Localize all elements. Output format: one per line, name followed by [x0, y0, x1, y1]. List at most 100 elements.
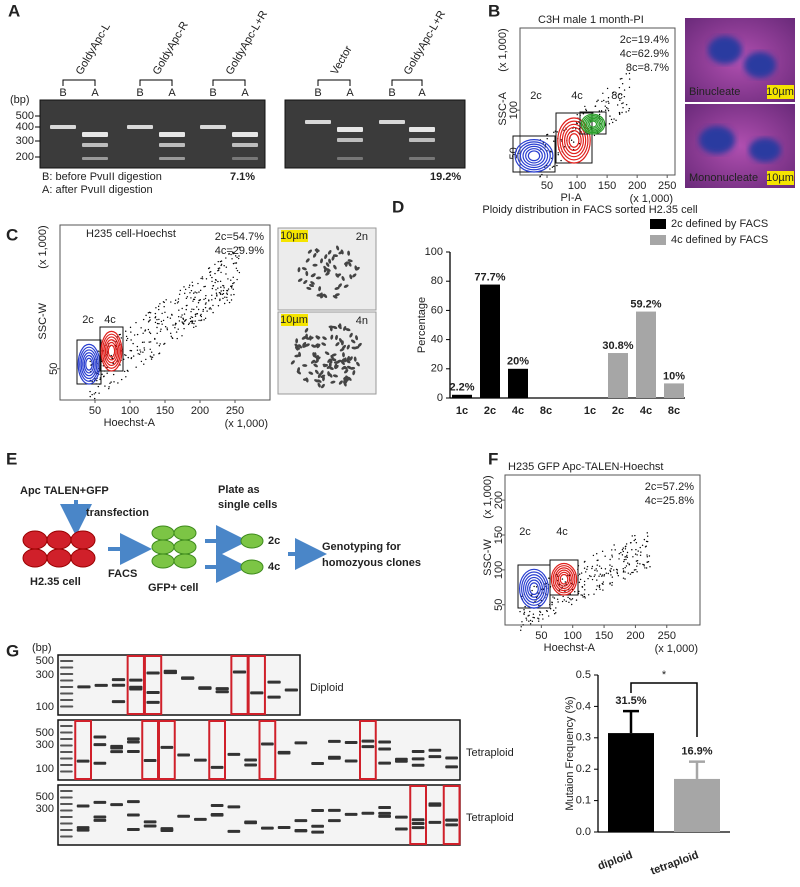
contour: [585, 117, 601, 131]
chromosome: [312, 263, 318, 267]
event-dot: [170, 335, 172, 338]
event-dot: [220, 290, 222, 292]
x-tick-label: diploid: [596, 849, 634, 873]
event-dot: [183, 313, 186, 315]
band: [294, 819, 308, 823]
band: [337, 138, 363, 142]
event-dot: [605, 572, 608, 574]
band: [143, 824, 157, 828]
lane-group-label: Vector: [329, 44, 355, 77]
gate-label: 2c: [519, 526, 531, 538]
step-text: homozyous clones: [322, 557, 421, 569]
band: [395, 759, 408, 763]
contour: [554, 567, 574, 592]
marker-label: 500: [16, 110, 34, 122]
event-dot: [561, 578, 564, 580]
chromosome: [352, 370, 356, 376]
band: [111, 683, 126, 687]
band: [210, 765, 224, 769]
chromosome: [304, 327, 309, 333]
event-dot: [644, 546, 647, 548]
event-dot: [222, 292, 225, 295]
y-tick-label: 0.1: [576, 795, 591, 807]
event-dot: [156, 332, 158, 335]
event-dot: [598, 586, 601, 588]
y-tick-label: 100: [425, 246, 443, 258]
event-dot: [194, 291, 196, 293]
cell: [173, 525, 197, 541]
event-dot: [553, 165, 555, 168]
row-label: Tetraploid: [466, 747, 514, 759]
event-dot: [523, 609, 525, 611]
plot-title: H235 GFP Apc-TALEN-Hoechst: [508, 461, 664, 473]
y-unit: (x 1,000): [37, 225, 49, 268]
event-dot: [177, 298, 180, 300]
cell: [151, 539, 175, 555]
scale-box: [767, 85, 794, 99]
event-dot: [179, 289, 182, 292]
band: [60, 738, 73, 740]
x-tick-label: 150: [595, 630, 613, 642]
event-dot: [618, 113, 621, 116]
event-dot: [582, 596, 584, 598]
event-dot: [190, 289, 193, 292]
value-label: 77.7%: [474, 271, 505, 283]
event-dot: [215, 289, 217, 291]
event-dot: [219, 299, 221, 302]
y-tick-label: 50: [508, 147, 520, 159]
event-dot: [140, 327, 142, 329]
event-dot: [570, 603, 573, 606]
event-dot: [136, 333, 139, 336]
band: [160, 829, 174, 833]
event-dot: [204, 317, 207, 320]
event-dot: [156, 318, 158, 321]
event-dot: [232, 282, 234, 285]
event-dot: [557, 601, 559, 603]
event-dot: [612, 91, 615, 94]
event-dot: [648, 555, 651, 557]
bar: [452, 394, 472, 398]
band: [93, 800, 107, 804]
event-dot: [97, 385, 100, 388]
event-dot: [208, 308, 211, 310]
band: [428, 820, 442, 824]
chromosome: [326, 365, 332, 370]
band: [445, 823, 458, 827]
x-axis-label: Hoechst-A: [104, 417, 156, 429]
event-dot: [149, 355, 152, 357]
x-tick-label: 250: [658, 180, 676, 192]
chromosome: [323, 265, 328, 271]
marker-label: 300: [36, 803, 54, 815]
chromosome: [302, 341, 307, 347]
stat-text: 4c=29.9%: [215, 245, 264, 257]
event-dot: [176, 337, 178, 340]
event-dot: [615, 119, 617, 122]
value-label: 2.2%: [449, 382, 474, 394]
event-dot: [627, 572, 629, 574]
band: [76, 828, 90, 832]
event-dot: [205, 294, 207, 297]
chromosome: [326, 268, 331, 272]
event-dot: [591, 578, 594, 581]
event-dot: [610, 118, 613, 121]
chromosome: [328, 373, 333, 378]
band: [294, 829, 308, 833]
event-dot: [521, 621, 523, 623]
event-dot: [623, 559, 626, 561]
chromosome: [324, 351, 330, 356]
lane-letter: A: [346, 87, 354, 99]
event-dot: [610, 574, 612, 576]
event-dot: [225, 273, 227, 275]
event-dot: [154, 312, 157, 315]
band: [60, 790, 73, 792]
event-dot: [108, 387, 110, 390]
event-dot: [217, 280, 219, 283]
step-text: Genotyping for: [322, 541, 402, 553]
event-dot: [211, 294, 213, 296]
event-dot: [602, 589, 604, 591]
event-dot: [196, 292, 198, 294]
event-dot: [193, 292, 195, 294]
chromosome: [295, 338, 299, 344]
gel: [57, 784, 461, 846]
chromosome: [318, 286, 322, 292]
